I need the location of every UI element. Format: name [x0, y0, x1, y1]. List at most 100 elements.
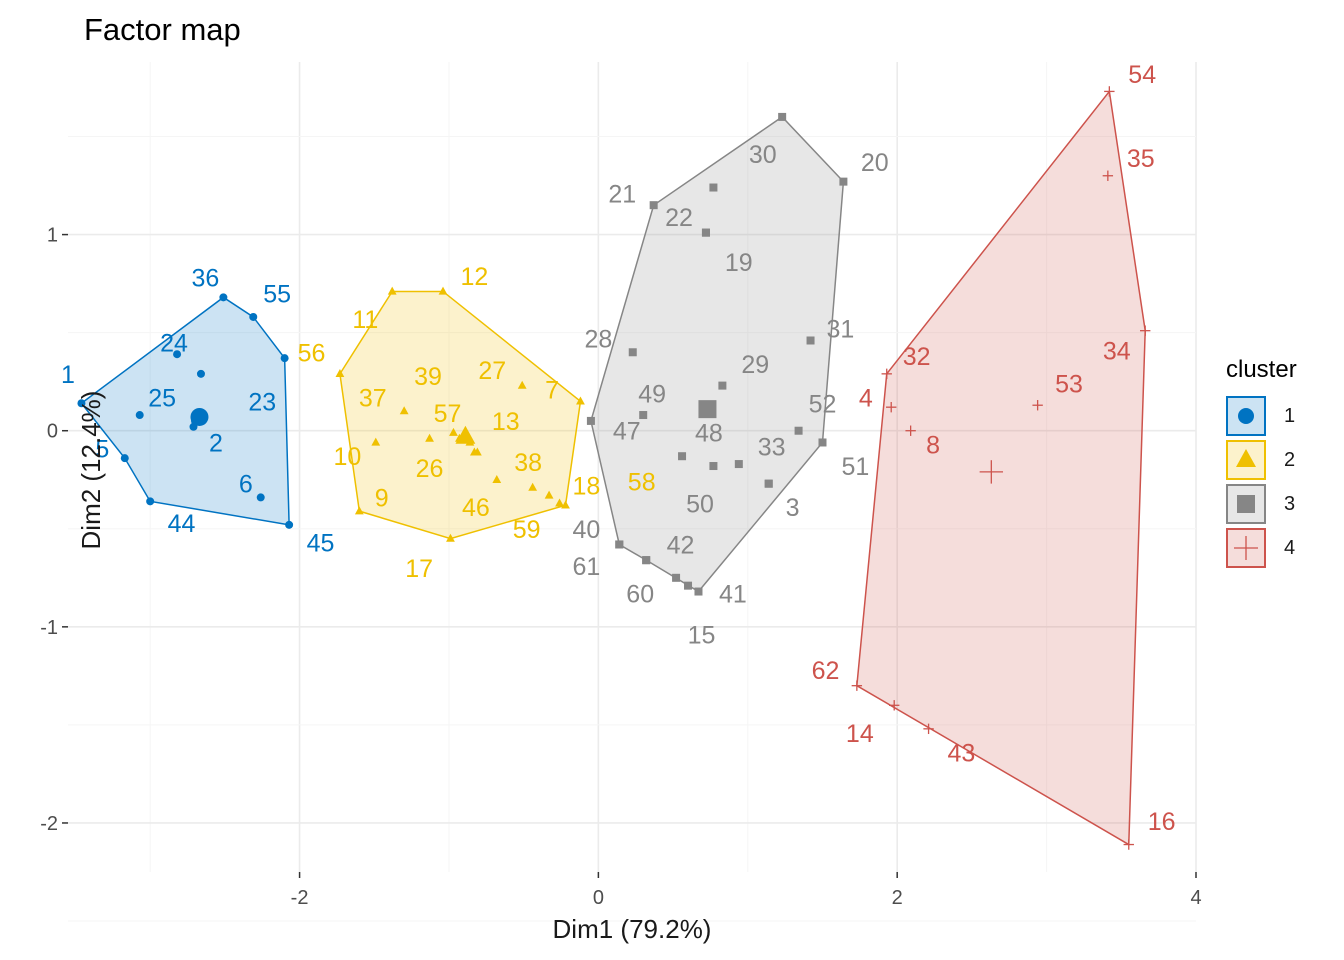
chart-title: Factor map	[84, 12, 241, 47]
point-label-17: 17	[405, 555, 433, 583]
cluster-3-centroid	[698, 400, 717, 419]
point-label-54: 54	[1128, 61, 1156, 89]
x-tick-label: 4	[1190, 887, 1201, 909]
cluster-3-point	[684, 581, 693, 590]
point-label-39: 39	[414, 363, 442, 391]
cluster-3-point	[709, 183, 718, 192]
y-tick-label: 1	[47, 225, 58, 247]
point-label-20: 20	[861, 149, 889, 177]
cluster-2-point	[371, 437, 381, 446]
cluster-1-point	[285, 520, 294, 529]
cluster-2-point	[335, 369, 345, 378]
cluster-3-point	[615, 540, 624, 549]
point-label-60: 60	[626, 581, 654, 609]
cluster-2-point	[399, 406, 409, 415]
cluster-1-point	[77, 399, 86, 408]
legend-label-4: 4	[1284, 536, 1296, 559]
point-label-41: 41	[719, 581, 747, 609]
point-label-36: 36	[192, 265, 220, 293]
cluster-2-point	[492, 474, 502, 483]
cluster-3-point	[586, 416, 595, 425]
cluster-2-point	[354, 506, 364, 515]
legend-item-3: 3	[1226, 482, 1297, 526]
x-tick-label: 2	[892, 887, 903, 909]
point-label-10: 10	[333, 443, 361, 471]
point-label-30: 30	[749, 141, 777, 169]
point-label-5: 5	[95, 435, 109, 463]
cluster-1-point	[249, 312, 258, 321]
point-label-4: 4	[859, 384, 873, 412]
cluster-2-point	[446, 533, 455, 542]
cluster-3-point	[628, 348, 637, 357]
point-label-27: 27	[478, 357, 506, 385]
point-label-29: 29	[741, 351, 769, 379]
point-label-24: 24	[160, 329, 188, 357]
legend-item-1: 1	[1226, 394, 1297, 438]
cluster-2-point	[387, 286, 397, 295]
point-label-3: 3	[786, 494, 800, 522]
point-label-56: 56	[298, 339, 326, 367]
cluster-3-point	[764, 479, 773, 488]
point-label-26: 26	[416, 455, 444, 483]
legend-item-4: 4	[1226, 526, 1297, 570]
cluster-2-point	[472, 447, 482, 456]
cluster-1-point	[146, 497, 155, 506]
cluster-1-point	[135, 411, 144, 420]
point-label-31: 31	[827, 316, 855, 344]
cluster-2-point	[438, 286, 448, 295]
point-label-62: 62	[812, 657, 840, 685]
legend: cluster 1 2 3 4	[1226, 356, 1297, 570]
cluster-1-point	[196, 369, 205, 378]
legend-label-2: 2	[1284, 448, 1296, 471]
cluster-1-hull	[80, 296, 290, 526]
point-label-49: 49	[638, 380, 666, 408]
point-label-28: 28	[584, 326, 612, 354]
cluster-2-point	[425, 433, 434, 442]
point-label-13: 13	[492, 408, 520, 436]
point-label-59: 59	[513, 516, 541, 544]
legend-key-1	[1226, 396, 1266, 436]
cluster-1-point	[120, 454, 129, 463]
point-label-23: 23	[248, 388, 276, 416]
legend-key-3	[1226, 484, 1266, 524]
cluster-2-point	[517, 380, 527, 389]
point-label-57: 57	[434, 400, 462, 428]
cluster-3-point	[694, 587, 703, 596]
cluster-1-centroid	[190, 407, 209, 426]
legend-label-3: 3	[1284, 492, 1296, 515]
point-label-22: 22	[665, 204, 693, 232]
cluster-3-point	[718, 381, 727, 390]
cluster-1-point	[256, 493, 265, 502]
point-label-44: 44	[168, 510, 196, 538]
point-label-12: 12	[460, 263, 488, 291]
point-label-14: 14	[846, 720, 874, 748]
point-label-46: 46	[462, 494, 490, 522]
cluster-3-point	[778, 112, 787, 121]
point-label-11: 11	[352, 306, 378, 334]
cluster-2-point	[528, 482, 538, 491]
point-label-37: 37	[359, 384, 387, 412]
point-label-42: 42	[667, 531, 695, 559]
cluster-3-point	[818, 438, 827, 447]
cluster-1-point	[173, 350, 182, 359]
cluster-2-point	[561, 500, 570, 509]
point-label-32: 32	[903, 343, 931, 371]
point-label-33: 33	[758, 433, 786, 461]
cluster-3-point	[701, 228, 710, 237]
point-label-38: 38	[514, 449, 542, 477]
cluster-3-point	[639, 411, 648, 420]
point-label-9: 9	[375, 484, 389, 512]
point-label-19: 19	[725, 249, 753, 277]
cluster-3-point	[734, 460, 743, 469]
cluster-3-point	[709, 462, 718, 471]
point-label-61: 61	[573, 553, 601, 581]
point-label-51: 51	[841, 453, 869, 481]
legend-item-2: 2	[1226, 438, 1297, 482]
point-label-47: 47	[613, 418, 641, 446]
cluster-2-point	[555, 498, 564, 507]
x-axis-label: Dim1 (79.2%)	[552, 914, 712, 944]
point-label-43: 43	[948, 739, 976, 767]
cluster-2-point	[449, 427, 458, 436]
point-label-1: 1	[61, 361, 75, 389]
point-label-21: 21	[608, 180, 636, 208]
